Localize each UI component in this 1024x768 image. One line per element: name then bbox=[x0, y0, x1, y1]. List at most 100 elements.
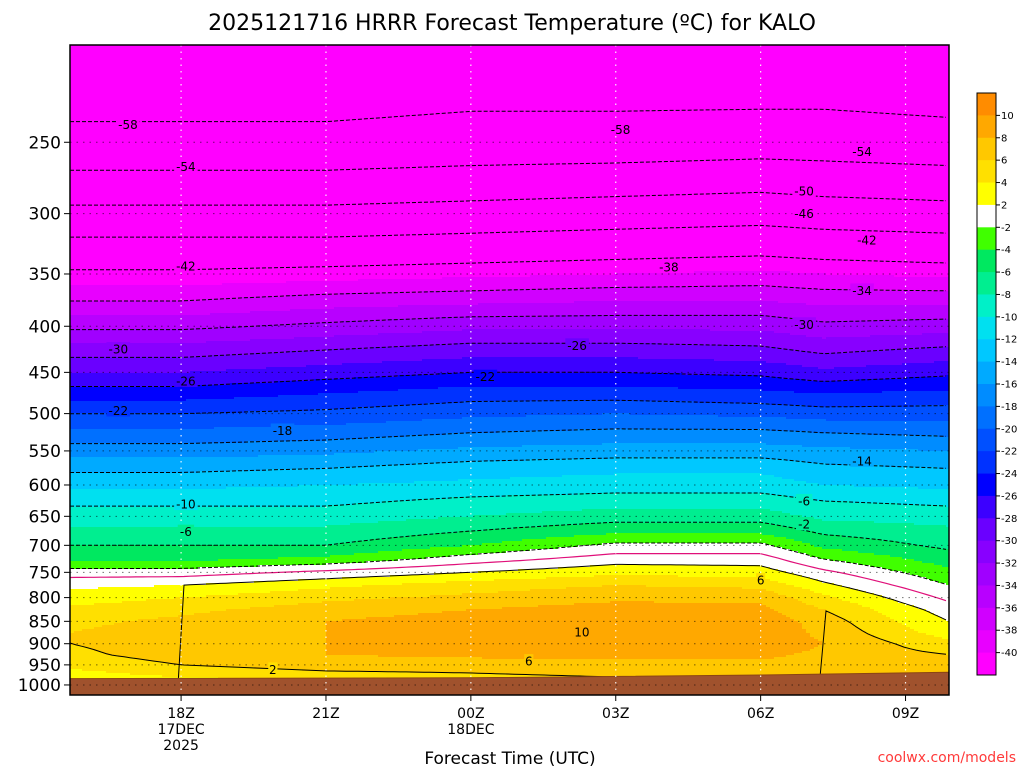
temperature-cell bbox=[74, 489, 79, 508]
temperature-cell bbox=[706, 429, 711, 444]
temperature-cell bbox=[630, 543, 635, 566]
temperature-cell bbox=[90, 457, 95, 474]
temperature-cell bbox=[158, 617, 163, 662]
temperature-cell bbox=[274, 311, 279, 326]
temperature-cell bbox=[390, 421, 395, 438]
temperature-cell bbox=[698, 45, 703, 272]
temperature-cell bbox=[714, 509, 719, 524]
temperature-cell bbox=[146, 315, 151, 330]
temperature-cell bbox=[378, 437, 383, 452]
temperature-cell bbox=[330, 525, 335, 546]
temperature-cell bbox=[358, 407, 363, 424]
temperature-cell bbox=[506, 479, 511, 496]
temperature-cell bbox=[670, 587, 675, 604]
temperature-cell bbox=[790, 497, 795, 516]
temperature-cell bbox=[742, 589, 747, 604]
temperature-cell bbox=[430, 345, 435, 360]
temperature-cell bbox=[210, 329, 215, 342]
temperature-cell bbox=[334, 409, 339, 426]
temperature-cell bbox=[390, 537, 395, 552]
temperature-cell bbox=[362, 335, 367, 350]
temperature-cell bbox=[466, 517, 471, 532]
temperature-cell bbox=[462, 357, 467, 374]
temperature-cell bbox=[738, 493, 743, 510]
temperature-cell bbox=[162, 387, 167, 402]
temperature-cell bbox=[270, 353, 275, 368]
temperature-cell bbox=[786, 573, 791, 586]
temperature-cell bbox=[438, 533, 443, 548]
temperature-cell bbox=[674, 533, 679, 544]
temperature-cell bbox=[86, 527, 91, 546]
temperature-cell bbox=[78, 413, 83, 430]
temperature-cell bbox=[746, 403, 751, 418]
temperature-cell bbox=[326, 337, 331, 350]
temperature-cell bbox=[378, 599, 383, 618]
temperature-cell bbox=[790, 515, 795, 528]
temperature-cell bbox=[370, 671, 375, 684]
temperature-cell bbox=[570, 445, 575, 460]
temperature-cell bbox=[358, 45, 363, 280]
temperature-cell bbox=[410, 45, 415, 280]
temperature-cell bbox=[290, 281, 295, 296]
temperature-cell bbox=[462, 657, 467, 674]
temperature-cell bbox=[186, 665, 191, 678]
temperature-cell bbox=[658, 443, 663, 458]
temperature-cell bbox=[506, 495, 511, 514]
temperature-cell bbox=[314, 469, 319, 486]
temperature-cell bbox=[226, 413, 231, 428]
temperature-cell bbox=[554, 289, 559, 304]
temperature-cell bbox=[446, 481, 451, 500]
temperature-cell bbox=[558, 605, 563, 660]
temperature-cell bbox=[318, 671, 323, 682]
temperature-cell bbox=[450, 291, 455, 306]
temperature-cell bbox=[442, 277, 447, 292]
temperature-cell bbox=[110, 507, 115, 528]
temperature-cell bbox=[482, 515, 487, 532]
temperature-cell bbox=[598, 301, 603, 316]
temperature-cell bbox=[714, 271, 719, 288]
temperature-cell bbox=[278, 395, 283, 412]
temperature-cell bbox=[386, 421, 391, 438]
temperature-cell bbox=[642, 565, 647, 576]
temperature-cell bbox=[354, 349, 359, 364]
temperature-cell bbox=[394, 537, 399, 552]
temperature-cell bbox=[742, 457, 747, 474]
temperature-cell bbox=[278, 441, 283, 456]
temperature-cell bbox=[534, 607, 539, 660]
temperature-cell bbox=[134, 357, 139, 374]
temperature-cell bbox=[346, 321, 351, 336]
temperature-cell bbox=[298, 469, 303, 486]
temperature-cell bbox=[298, 579, 303, 590]
temperature-cell bbox=[134, 527, 139, 546]
temperature-cell bbox=[750, 271, 755, 286]
temperature-cell bbox=[298, 323, 303, 338]
temperature-cell bbox=[182, 545, 187, 562]
temperature-cell bbox=[70, 301, 75, 316]
temperature-cell bbox=[174, 301, 179, 316]
temperature-cell bbox=[650, 415, 655, 430]
temperature-cell bbox=[778, 45, 783, 272]
temperature-cell bbox=[654, 359, 659, 374]
temperature-cell bbox=[558, 415, 563, 432]
temperature-cell bbox=[182, 569, 187, 586]
temperature-cell bbox=[306, 545, 311, 558]
temperature-cell bbox=[374, 503, 379, 524]
temperature-cell bbox=[770, 525, 775, 536]
temperature-cell bbox=[742, 429, 747, 444]
temperature-cell bbox=[722, 577, 727, 588]
temperature-cell bbox=[574, 329, 579, 344]
temperature-cell bbox=[342, 619, 347, 656]
temperature-cell bbox=[466, 545, 471, 556]
temperature-cell bbox=[130, 545, 135, 562]
temperature-cell bbox=[658, 565, 663, 576]
temperature-cell bbox=[498, 417, 503, 432]
temperature-cell bbox=[702, 301, 707, 316]
temperature-cell bbox=[498, 329, 503, 344]
temperature-cell bbox=[506, 303, 511, 318]
temperature-cell bbox=[766, 607, 771, 660]
temperature-cell bbox=[694, 493, 699, 510]
temperature-cell bbox=[274, 545, 279, 560]
temperature-cell bbox=[530, 45, 535, 276]
temperature-cell bbox=[426, 613, 431, 658]
temperature-cell bbox=[678, 273, 683, 288]
